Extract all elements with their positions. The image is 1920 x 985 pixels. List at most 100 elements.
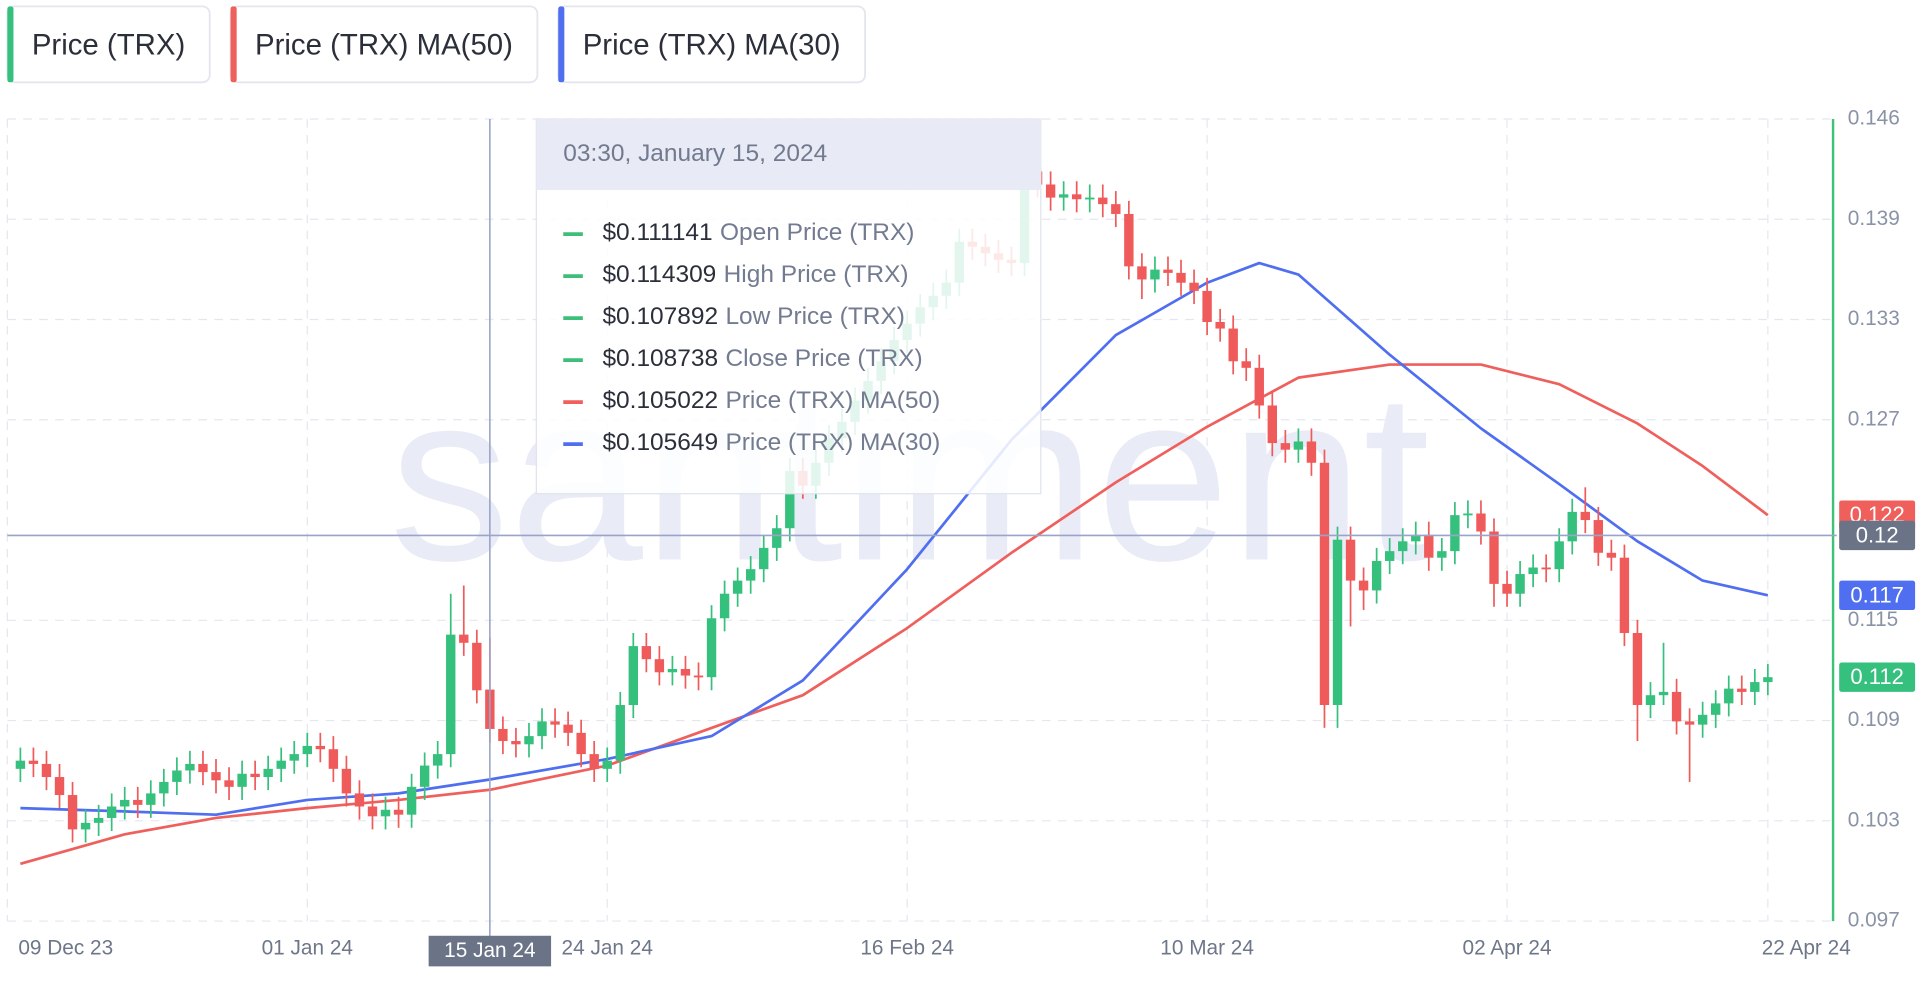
candle-body bbox=[459, 634, 469, 643]
x-tick-label: 16 Feb 24 bbox=[860, 937, 954, 960]
candle-body bbox=[1528, 567, 1538, 575]
candle-body bbox=[250, 773, 260, 778]
candle-body bbox=[1215, 321, 1225, 329]
candle-body bbox=[1306, 441, 1317, 463]
candle-body bbox=[93, 817, 104, 823]
candle-body bbox=[1228, 328, 1238, 362]
candle-body bbox=[1371, 560, 1382, 591]
candle-body bbox=[1489, 531, 1499, 584]
candle-body bbox=[641, 646, 652, 660]
candle-body bbox=[1724, 688, 1734, 704]
candle-body bbox=[1515, 574, 1525, 594]
tooltip-label: High Price (TRX) bbox=[724, 262, 909, 289]
candle-body bbox=[237, 773, 247, 787]
axes: 0.097 0.103 0.109 0.115 0.127 0.133 0.139 0.146… bbox=[18, 107, 1899, 960]
candle-body bbox=[667, 669, 678, 673]
candle-body bbox=[759, 547, 769, 570]
tooltip-label: Close Price (TRX) bbox=[725, 346, 922, 373]
candle-body bbox=[172, 770, 182, 782]
tooltip-row: $0.105649 Price (TRX) MA(30) bbox=[602, 430, 940, 457]
candle-body bbox=[185, 763, 195, 771]
tooltip: 03:30, January 15, 2024 $0.111141 Open Pri… bbox=[535, 118, 1042, 495]
candle-body bbox=[1463, 513, 1473, 516]
candle-body bbox=[133, 799, 143, 805]
candle-body bbox=[1384, 551, 1395, 561]
candle-body bbox=[537, 721, 547, 737]
candle-body bbox=[654, 659, 665, 673]
tooltip-title: 03:30, January 15, 2024 bbox=[563, 140, 827, 167]
candle-body bbox=[106, 806, 117, 818]
crosshair-y-badge: 0.12 bbox=[1856, 522, 1899, 547]
candle-body bbox=[54, 777, 65, 796]
candle-body bbox=[367, 806, 378, 817]
candle-body bbox=[120, 799, 130, 807]
tooltip-row: $0.108738 Close Price (TRX) bbox=[602, 346, 922, 373]
candle-body bbox=[1254, 367, 1264, 406]
candle-body bbox=[1058, 194, 1069, 198]
candle-body bbox=[615, 705, 625, 761]
candle-body bbox=[1684, 721, 1695, 725]
legend-button[interactable]: Price (TRX) MA(50) bbox=[229, 5, 539, 84]
candle-body bbox=[1737, 688, 1747, 692]
candle-body bbox=[1502, 583, 1512, 594]
candle-body bbox=[1085, 197, 1095, 200]
candle-body bbox=[1111, 204, 1121, 214]
candle-body bbox=[719, 593, 730, 619]
x-tick-label: 01 Jan 24 bbox=[262, 937, 353, 960]
candle-body bbox=[1541, 567, 1551, 570]
tooltip-value: $0.107892 bbox=[602, 304, 718, 331]
candle-body bbox=[224, 780, 234, 787]
candle-body bbox=[1476, 513, 1486, 532]
tooltip-label: Price (TRX) MA(50) bbox=[725, 388, 940, 415]
y-tick-label: 0.097 bbox=[1848, 909, 1900, 932]
candle-body bbox=[472, 642, 482, 691]
candle-body bbox=[1632, 632, 1643, 706]
candle-body bbox=[198, 763, 208, 773]
candle-body bbox=[1319, 462, 1330, 706]
tooltip-value: $0.114309 bbox=[602, 262, 716, 289]
candle-body bbox=[432, 754, 443, 766]
candle-body bbox=[785, 470, 795, 529]
candle-body bbox=[1124, 213, 1134, 267]
candle-body bbox=[146, 793, 156, 805]
candle-body bbox=[354, 793, 365, 807]
x-tick-label: 10 Mar 24 bbox=[1160, 937, 1254, 960]
candle-body bbox=[511, 741, 521, 745]
candle-body bbox=[628, 646, 639, 706]
candle-body bbox=[1671, 691, 1682, 722]
tooltip-header bbox=[536, 119, 1041, 191]
candle-body bbox=[380, 809, 391, 817]
candle-body bbox=[1045, 184, 1056, 198]
candle-body bbox=[706, 618, 717, 678]
candle-body bbox=[302, 745, 312, 755]
candle-body bbox=[393, 809, 404, 815]
candle-body bbox=[1411, 534, 1421, 542]
candle-body bbox=[1424, 534, 1434, 558]
candle-body bbox=[745, 569, 756, 581]
candle-body bbox=[732, 580, 743, 594]
y-tick-label: 0.146 bbox=[1848, 107, 1900, 130]
candle-body bbox=[1697, 714, 1708, 725]
crosshair-x-badge bbox=[428, 935, 552, 967]
x-tick-label: 09 Dec 23 bbox=[18, 937, 113, 960]
candle-body bbox=[1593, 520, 1604, 553]
legend-label: Price (TRX) bbox=[32, 29, 185, 62]
x-tick-label: 24 Jan 24 bbox=[562, 937, 653, 960]
candle-body bbox=[315, 745, 326, 750]
candle-body bbox=[1567, 511, 1577, 542]
legend-button[interactable]: Price (TRX) bbox=[6, 5, 211, 84]
candle-body bbox=[263, 768, 273, 778]
candle-body bbox=[1580, 511, 1590, 521]
candle-body bbox=[1176, 272, 1186, 283]
legend-button[interactable]: Price (TRX) MA(30) bbox=[557, 5, 866, 84]
candle-body bbox=[1280, 443, 1291, 450]
candle-body bbox=[1267, 405, 1278, 444]
candle-body bbox=[524, 736, 534, 745]
legend-label: Price (TRX) MA(30) bbox=[583, 29, 841, 62]
candle-body bbox=[1710, 703, 1721, 715]
candle-body bbox=[406, 786, 417, 815]
y-tick-label: 0.133 bbox=[1848, 307, 1900, 330]
